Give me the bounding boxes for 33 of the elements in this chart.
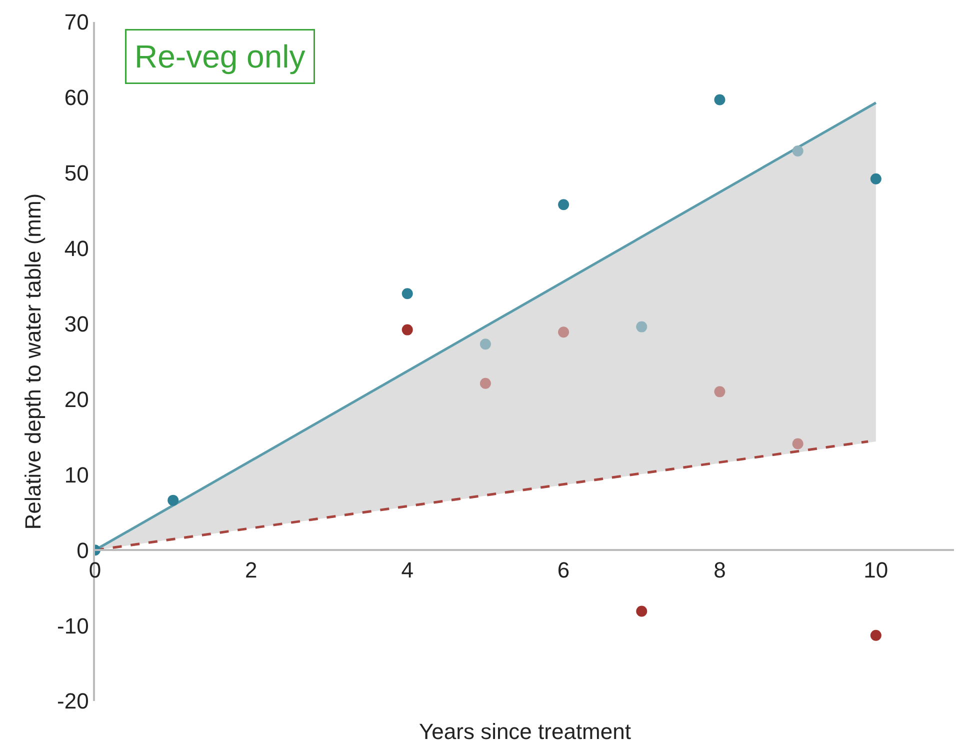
x-axis-title: Years since treatment	[419, 719, 631, 744]
point	[714, 94, 726, 106]
y-tick-label: -20	[57, 688, 89, 714]
point	[792, 146, 804, 157]
x-tick-label: 4	[401, 557, 414, 582]
point	[402, 288, 413, 300]
y-tick-label: 50	[64, 160, 89, 186]
x-tick-label: 2	[245, 557, 258, 582]
point	[558, 326, 570, 338]
point	[714, 386, 726, 398]
point	[480, 338, 491, 350]
annotation: Re-veg only	[134, 38, 306, 74]
y-tick-label: 70	[64, 10, 89, 35]
point	[870, 630, 882, 641]
y-tick-label: 30	[64, 311, 89, 336]
point	[402, 324, 413, 336]
point	[636, 606, 648, 617]
y-tick-label: 0	[76, 538, 89, 563]
x-tick-label: 10	[864, 557, 888, 582]
x-tick-label: 6	[557, 557, 570, 582]
y-tick-label: -10	[57, 613, 89, 638]
point	[870, 173, 882, 184]
y-tick-label: 60	[64, 85, 89, 110]
point	[480, 378, 491, 389]
y-axis-title: Relative depth to water table (mm)	[20, 193, 46, 530]
point	[558, 199, 570, 210]
point	[792, 438, 804, 450]
point	[636, 321, 648, 332]
x-tick-label: 8	[714, 557, 726, 582]
y-tick-label: 40	[64, 236, 89, 262]
y-tick-label: 20	[64, 386, 89, 412]
y-tick-label: 10	[64, 462, 89, 488]
point	[168, 494, 179, 506]
